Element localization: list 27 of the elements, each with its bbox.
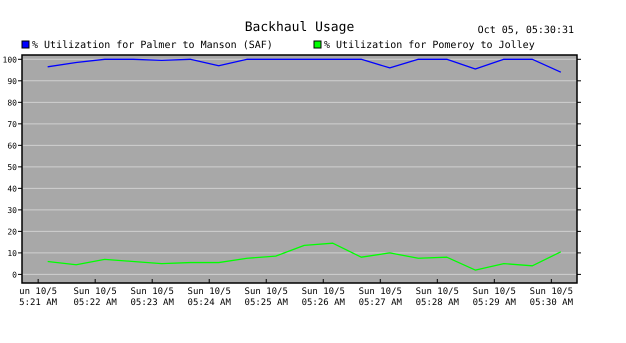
y-tick-label: 100 xyxy=(2,55,18,64)
line-series xyxy=(47,242,562,271)
legend-label: % Utilization for Palmer to Manson (SAF) xyxy=(32,40,273,51)
y-tick-label: 80 xyxy=(7,98,18,108)
x-tick-label: Sun 10/5 05:27 AM xyxy=(358,287,403,308)
y-tick-label: 50 xyxy=(7,162,18,172)
x-tick-label: Sun 10/5 05:23 AM xyxy=(130,287,174,308)
y-tick-label: 70 xyxy=(7,120,18,129)
y-tick-label: 10 xyxy=(7,248,18,258)
text: Oct 05, 05:30:31 xyxy=(478,25,574,36)
x-tick-label: Sun 10/5 05:26 AM xyxy=(302,287,346,308)
y-tick-label: 20 xyxy=(7,227,18,236)
x-tick-label: Sun 10/5 05:24 AM xyxy=(188,287,232,308)
x-tick-label: Sun 10/5 05:22 AM xyxy=(73,287,118,308)
y-tick-label: 90 xyxy=(7,76,18,86)
chart-title: Backhaul Usage xyxy=(244,20,354,35)
x-tick-label: Sun 10/5 05:25 AM xyxy=(244,287,288,308)
legend-label: % Utilization for Pomeroy to Jolley xyxy=(324,40,535,51)
y-tick-label: 0 xyxy=(12,270,18,280)
x-tick-label: un 10/5 5:21 AM xyxy=(19,287,58,308)
x-tick-label: Sun 10/5 05:28 AM xyxy=(416,287,460,308)
y-tick-label: 60 xyxy=(7,141,18,150)
y-tick-label: 40 xyxy=(7,184,18,194)
x-tick-label: Sun 10/5 05:29 AM xyxy=(472,287,517,308)
line-series xyxy=(47,58,562,73)
x-tick-label: Sun 10/5 05:30 AM xyxy=(530,287,574,308)
y-tick-label: 30 xyxy=(7,206,18,215)
